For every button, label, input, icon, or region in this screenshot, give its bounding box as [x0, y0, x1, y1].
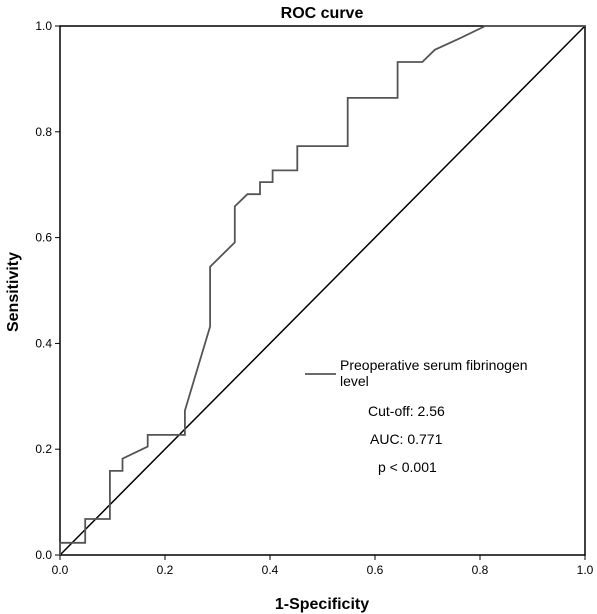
x-axis-label: 1-Specificity: [275, 596, 369, 613]
x-tick-label: 1.0: [577, 563, 594, 577]
x-tick-label: 0.6: [367, 563, 384, 577]
legend-label: Preoperative serum fibrinogen level: [340, 357, 528, 389]
y-tick-label: 0.2: [35, 442, 52, 456]
y-tick-label: 0.6: [35, 231, 52, 245]
legend-label-line-2: level: [340, 373, 369, 389]
y-axis-label: Sensitivity: [5, 252, 22, 332]
x-tick-label: 0.8: [472, 563, 489, 577]
cutoff-annotation: Cut-off: 2.56: [368, 403, 445, 419]
y-tick-label: 0.8: [35, 125, 52, 139]
y-tick-label: 1.0: [35, 19, 52, 33]
legend-label-line-1: Preoperative serum fibrinogen: [340, 357, 528, 373]
p-value-annotation: p < 0.001: [378, 459, 437, 475]
x-tick-label: 0.2: [157, 563, 174, 577]
x-tick-label: 0.0: [52, 563, 69, 577]
reference-diagonal-line: [59, 25, 586, 556]
legend: Preoperative serum fibrinogen level: [305, 357, 528, 389]
x-tick-label: 0.4: [262, 563, 279, 577]
y-tick-label: 0.4: [35, 336, 52, 350]
y-tick-label: 0.0: [35, 548, 52, 562]
y-axis-ticks: 0.0 0.2 0.4 0.6 0.8 1.0: [35, 19, 60, 562]
chart-title: ROC curve: [281, 5, 364, 22]
roc-series-line: [59, 25, 585, 555]
x-axis-ticks: 0.0 0.2 0.4 0.6 0.8 1.0: [52, 555, 594, 577]
plot-frame: [59, 25, 586, 556]
auc-annotation: AUC: 0.771: [370, 431, 443, 447]
